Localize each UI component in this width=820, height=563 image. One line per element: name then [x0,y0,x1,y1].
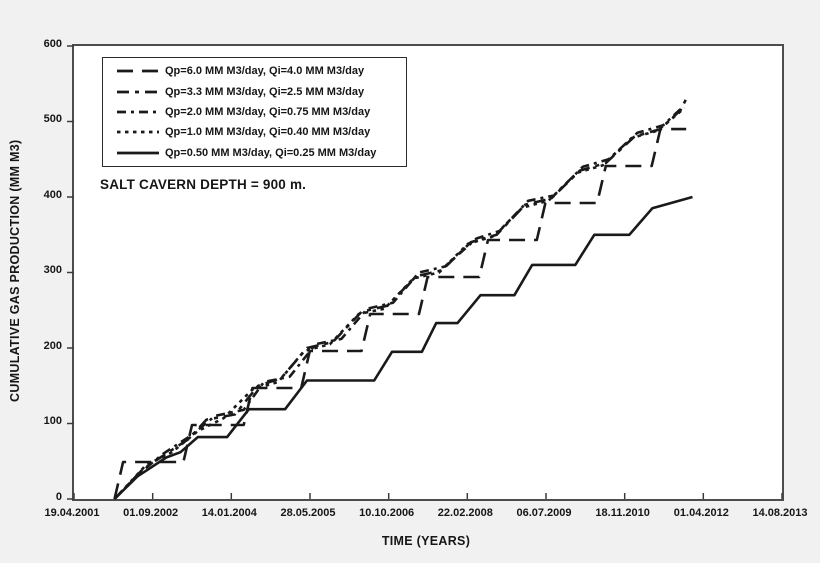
legend-line-swatch [117,90,159,94]
y-tick-label: 100 [43,415,62,427]
legend-item: Qp=6.0 MM M3/day, Qi=4.0 MM M3/day [116,62,406,80]
y-tick-label: 300 [43,264,62,276]
y-tick-label: 600 [43,38,62,50]
legend-label: Qp=2.0 MM M3/day, Qi=0.75 MM M3/day [165,105,371,118]
y-tick-label: 400 [43,189,62,201]
x-tick-label: 19.04.2001 [44,507,100,519]
legend-label: Qp=6.0 MM M3/day, Qi=4.0 MM M3/day [165,65,365,78]
legend-line-swatch [117,69,159,73]
x-tick-label: 01.04.2012 [673,507,729,519]
x-tick-label: 14.08.2013 [752,507,808,519]
y-tick-label: 500 [43,113,62,125]
x-tick-label: 22.02.2008 [437,507,493,519]
x-tick-label: 18.11.2010 [595,507,650,519]
x-tick-label: 28.05.2005 [280,507,336,519]
x-tick-label: 01.09.2002 [123,507,179,519]
legend-line-swatch [117,110,159,114]
x-tick-label: 06.07.2009 [516,507,572,519]
legend-label: Qp=0.50 MM M3/day, Qi=0.25 MM M3/day [165,146,377,159]
legend-line-swatch [117,151,159,155]
plot-area: Qp=6.0 MM M3/day, Qi=4.0 MM M3/day Qp=3.… [67,44,784,501]
legend-label: Qp=3.3 MM M3/day, Qi=2.5 MM M3/day [165,85,365,98]
y-tick-label: 0 [55,491,62,503]
y-tick-label: 200 [43,340,62,352]
legend-item: Qp=0.50 MM M3/day, Qi=0.25 MM M3/day [116,144,406,162]
cavern-depth-annotation: SALT CAVERN DEPTH = 900 m. [100,177,307,192]
legend-item: Qp=3.3 MM M3/day, Qi=2.5 MM M3/day [116,83,406,101]
y-axis-tick-labels: 600 500 400 300 200 100 0 [14,38,62,503]
data-lines-canvas [67,45,783,500]
x-axis-tick-labels: 19.04.2001 01.09.2002 14.01.2004 28.05.2… [44,507,807,523]
legend-item: Qp=1.0 MM M3/day, Qi=0.40 MM M3/day [116,123,406,141]
x-tick-label: 14.01.2004 [201,507,257,519]
legend-label: Qp=1.0 MM M3/day, Qi=0.40 MM M3/day [165,126,371,139]
legend-item: Qp=2.0 MM M3/day, Qi=0.75 MM M3/day [116,103,406,121]
legend-line-swatch [117,130,159,134]
legend: Qp=6.0 MM M3/day, Qi=4.0 MM M3/day Qp=3.… [102,57,407,167]
x-tick-label: 10.10.2006 [359,507,415,519]
x-axis-title: TIME (YEARS) [381,534,471,548]
